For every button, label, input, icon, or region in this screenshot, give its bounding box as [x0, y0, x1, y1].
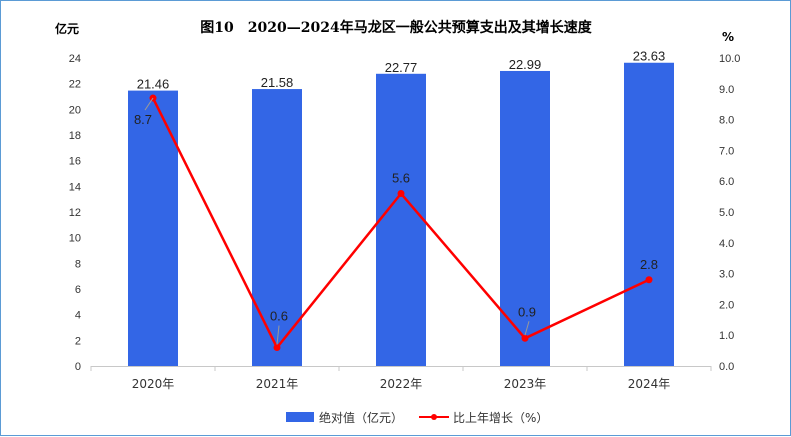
bar-value-label: 21.58	[261, 75, 294, 90]
left-tick-label: 12	[69, 207, 81, 219]
bar	[376, 73, 426, 366]
right-tick-label: 9.0	[719, 84, 734, 96]
legend-line-marker	[431, 414, 437, 420]
right-tick-label: 2.0	[719, 299, 734, 311]
x-tick-label: 2023年	[504, 377, 547, 391]
left-tick-label: 0	[75, 361, 81, 373]
line-value-label: 5.6	[392, 171, 410, 186]
right-tick-label: 1.0	[719, 330, 734, 342]
line-value-label: 2.8	[640, 257, 658, 272]
right-tick-label: 7.0	[719, 145, 734, 157]
bar-value-label: 22.99	[509, 57, 542, 72]
bar-value-label: 23.63	[633, 49, 666, 64]
legend-bar-swatch	[286, 412, 314, 422]
left-tick-label: 16	[69, 156, 81, 168]
growth-point	[273, 344, 281, 352]
legend-bar-label: 绝对值（亿元）	[319, 410, 403, 425]
right-tick-label: 6.0	[719, 176, 734, 188]
left-tick-label: 18	[69, 130, 81, 142]
line-value-label: 0.9	[518, 304, 536, 319]
legend: 绝对值（亿元） 比上年增长（%）	[286, 410, 548, 425]
right-tick-label: 8.0	[719, 115, 734, 127]
right-tick-label: 5.0	[719, 207, 734, 219]
left-tick-label: 2	[75, 335, 81, 347]
left-tick-label: 24	[69, 53, 81, 65]
growth-point	[645, 276, 653, 284]
chart-title: 图10 2020—2024年马龙区一般公共预算支出及其增长速度	[200, 19, 592, 36]
line-series: 21.46 21.58 22.77 22.99 23.63 8.7 0.6 5.6 0.9 2.8	[134, 49, 666, 352]
left-tick-label: 6	[75, 284, 81, 296]
bar-series	[128, 62, 674, 367]
leader-line	[144, 97, 154, 111]
bar	[128, 90, 178, 366]
right-tick-label: 4.0	[719, 238, 734, 250]
growth-point	[521, 334, 529, 342]
left-tick-label: 10	[69, 233, 81, 245]
bar-value-label: 21.46	[137, 77, 170, 92]
growth-point	[397, 190, 405, 198]
legend-line-label: 比上年增长（%）	[453, 411, 548, 425]
x-tick-label: 2024年	[628, 377, 671, 391]
x-axis: 2020年 2021年 2022年 2023年 2024年	[90, 366, 712, 391]
leader-line	[524, 321, 530, 336]
x-tick-label: 2020年	[132, 377, 175, 391]
bar-value-label: 22.77	[385, 60, 418, 75]
bar	[500, 70, 550, 366]
right-tick-label: 3.0	[719, 269, 734, 281]
left-tick-label: 20	[69, 104, 81, 116]
line-value-label: 8.7	[134, 112, 152, 127]
left-tick-label: 14	[69, 181, 81, 193]
right-tick-label: 0.0	[719, 361, 734, 373]
bar	[252, 89, 302, 366]
leader-line	[276, 325, 280, 345]
x-tick-label: 2021年	[256, 377, 299, 391]
bar	[624, 62, 674, 367]
line-value-label: 0.6	[270, 309, 288, 324]
left-tick-label: 4	[75, 310, 81, 322]
right-axis-unit: %	[722, 30, 734, 44]
left-tick-label: 8	[75, 258, 81, 270]
x-tick-label: 2022年	[380, 377, 423, 391]
right-axis: 0.0 1.0 2.0 3.0 4.0 5.0 6.0 7.0 8.0 9.0 10.0	[719, 53, 740, 373]
right-tick-label: 10.0	[719, 53, 740, 65]
left-axis-unit: 亿元	[55, 21, 79, 36]
left-tick-label: 22	[69, 79, 81, 91]
